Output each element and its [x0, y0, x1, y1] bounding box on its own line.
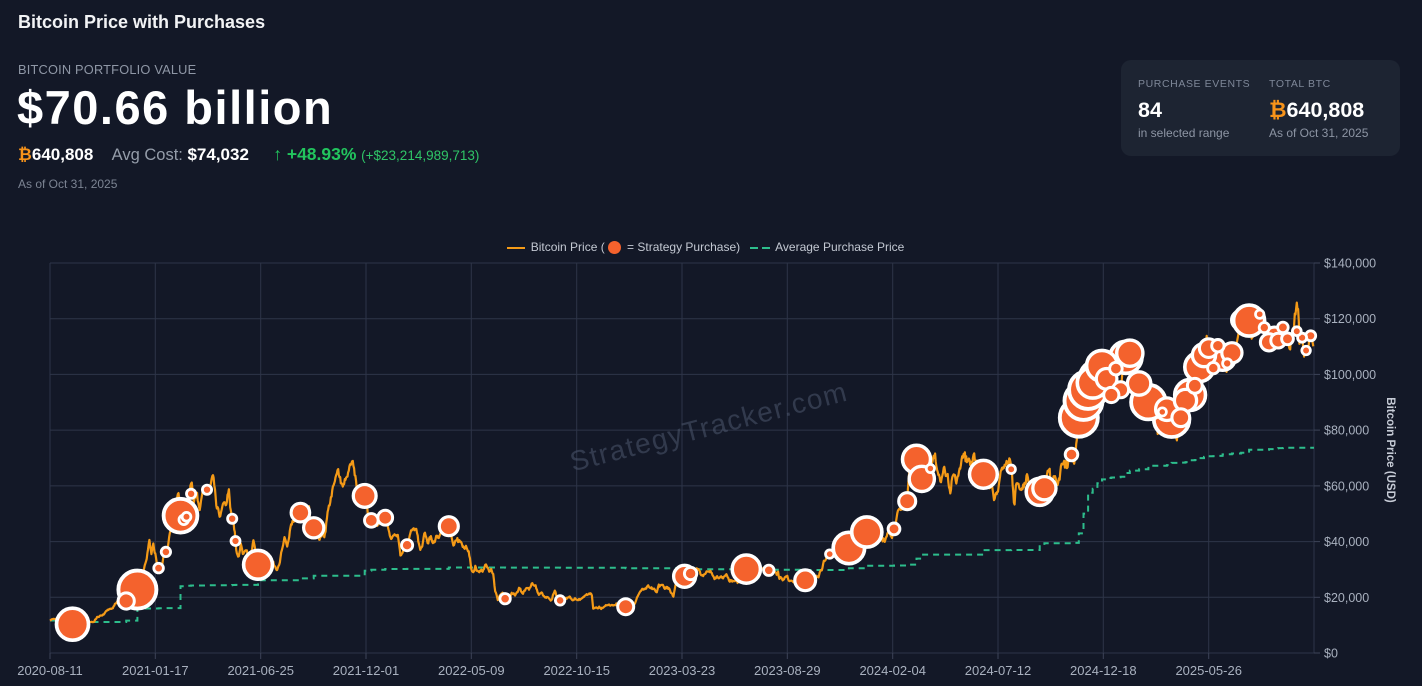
svg-text:$80,000: $80,000: [1324, 424, 1369, 438]
svg-text:2023-08-29: 2023-08-29: [754, 663, 821, 678]
svg-text:$60,000: $60,000: [1324, 479, 1369, 493]
svg-text:2025-05-26: 2025-05-26: [1175, 663, 1242, 678]
svg-text:$100,000: $100,000: [1324, 368, 1376, 382]
svg-text:2021-12-01: 2021-12-01: [333, 663, 400, 678]
svg-text:$20,000: $20,000: [1324, 591, 1369, 605]
svg-text:2022-05-09: 2022-05-09: [438, 663, 505, 678]
svg-text:$140,000: $140,000: [1324, 257, 1376, 271]
svg-text:2024-02-04: 2024-02-04: [859, 663, 926, 678]
svg-text:$0: $0: [1324, 647, 1338, 661]
svg-text:2024-07-12: 2024-07-12: [965, 663, 1032, 678]
svg-text:$120,000: $120,000: [1324, 312, 1376, 326]
svg-text:StrategyTracker.com: StrategyTracker.com: [567, 376, 851, 478]
svg-text:2023-03-23: 2023-03-23: [649, 663, 716, 678]
svg-text:2021-06-25: 2021-06-25: [227, 663, 294, 678]
svg-text:2024-12-18: 2024-12-18: [1070, 663, 1137, 678]
svg-text:$40,000: $40,000: [1324, 535, 1369, 549]
svg-text:2021-01-17: 2021-01-17: [122, 663, 189, 678]
svg-text:Bitcoin Price (USD): Bitcoin Price (USD): [1384, 397, 1396, 503]
svg-text:2020-08-11: 2020-08-11: [17, 663, 83, 678]
svg-text:2022-10-15: 2022-10-15: [543, 663, 610, 678]
